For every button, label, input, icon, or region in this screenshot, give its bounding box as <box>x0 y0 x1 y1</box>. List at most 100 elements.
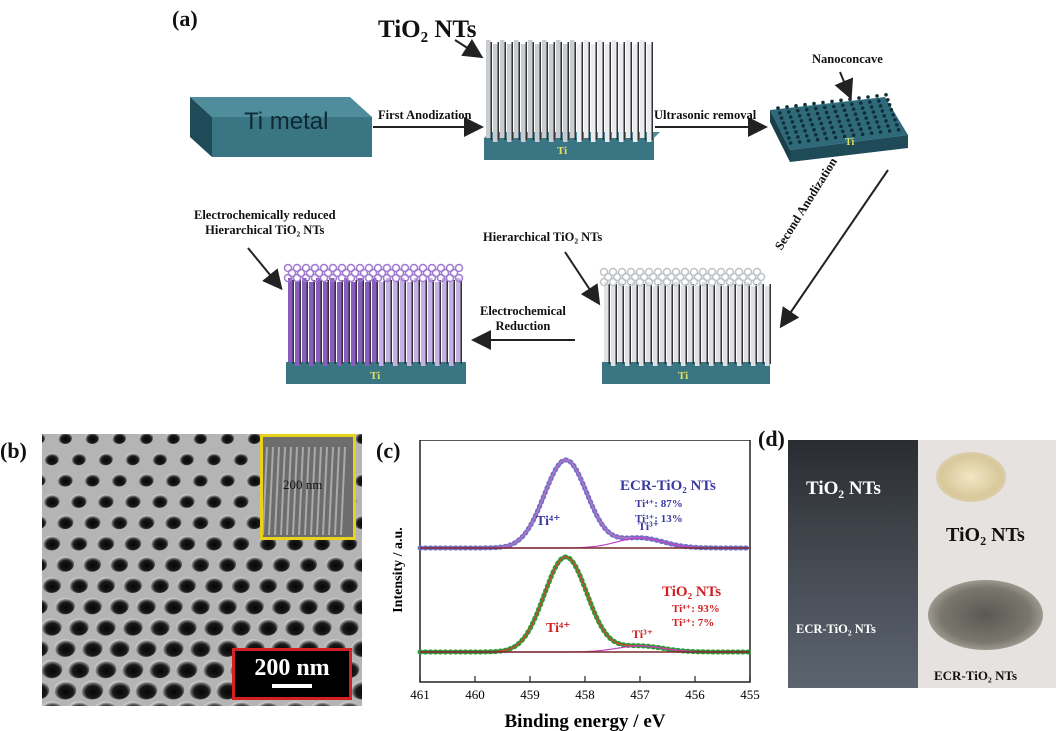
sem-pore <box>352 556 362 572</box>
tube-top <box>445 273 455 283</box>
concave-dot <box>803 102 807 107</box>
x-tick-label: 455 <box>740 687 760 702</box>
film-bottom-label: ECR-TiO₂ NTs <box>796 622 876 636</box>
ti-base-label-1: Ti <box>557 145 568 157</box>
sem-pore <box>111 473 127 487</box>
concave-dot <box>839 98 843 103</box>
tube-top <box>283 273 293 283</box>
sem-pore <box>205 494 222 508</box>
sem-pore <box>161 680 185 700</box>
sem-pore <box>150 576 169 594</box>
tube-top <box>427 263 437 273</box>
nanotube <box>435 282 440 366</box>
sem-pore <box>134 680 158 700</box>
scale-bar-label: 200 nm <box>254 655 330 681</box>
sem-pore <box>42 618 62 636</box>
sem-pore <box>257 618 278 636</box>
tube-top <box>377 268 387 278</box>
concave-dot <box>841 103 845 108</box>
tube-top <box>756 272 766 282</box>
tube-top <box>418 273 428 283</box>
nanotube <box>442 278 447 362</box>
powder-top-label: TiO₂ NTs <box>946 524 1025 546</box>
inset-tube <box>298 446 304 536</box>
tube-top <box>341 268 351 278</box>
sem-pore <box>177 535 196 551</box>
inset-tube <box>340 446 346 536</box>
tube-top <box>666 272 676 282</box>
sem-pore <box>271 597 291 615</box>
sem-pore <box>42 434 45 443</box>
tube-top <box>644 267 654 277</box>
concave-dot <box>868 100 872 104</box>
concave-dot <box>781 121 786 125</box>
nanotube <box>563 44 568 142</box>
concave-dot <box>862 111 867 115</box>
tube-top <box>617 277 627 287</box>
tube-top <box>734 277 744 287</box>
nanotube <box>716 282 721 362</box>
sem-pore <box>125 452 140 466</box>
concave-dot <box>857 122 861 126</box>
concave-dot <box>810 122 814 127</box>
concave-dot <box>875 94 879 98</box>
sem-pore <box>311 618 332 636</box>
tube-top <box>716 267 726 277</box>
tube-top <box>337 273 347 283</box>
concave-dot <box>832 130 836 135</box>
concave-dot <box>880 109 885 113</box>
concave-dot <box>830 99 834 104</box>
sem-pore <box>69 576 88 594</box>
sem-pore <box>191 514 209 530</box>
sem-pore <box>163 597 183 615</box>
sem-pore <box>220 434 234 444</box>
sem-pore <box>298 597 318 615</box>
tube-top <box>635 277 645 287</box>
concave-dot <box>877 125 881 129</box>
nanotube <box>323 282 328 366</box>
concave-dot <box>844 113 849 118</box>
hierarchical-nts-block <box>599 267 771 384</box>
tube-top <box>364 263 374 273</box>
tio2-title: TiO₂ NTs <box>662 584 721 600</box>
concave-dot <box>860 132 865 136</box>
nanotube <box>330 278 335 362</box>
tube-top <box>400 273 410 283</box>
nanotube <box>730 282 735 362</box>
sem-pore <box>107 680 131 700</box>
concave-dot <box>826 115 831 120</box>
nanoconcave-label: Nanoconcave <box>812 52 883 66</box>
sem-pore <box>176 618 197 636</box>
tube-top <box>355 263 365 273</box>
concave-dot <box>851 107 856 111</box>
sem-pore <box>351 639 362 657</box>
concave-dot <box>778 111 782 115</box>
concave-dot <box>801 124 805 128</box>
sem-pore <box>57 473 73 487</box>
nanotube <box>365 282 370 366</box>
sem-pore <box>54 639 76 657</box>
sem-pore <box>257 701 278 706</box>
sem-pore <box>339 576 358 594</box>
sem-pore <box>231 535 250 551</box>
concave-dot <box>850 102 854 106</box>
sem-pore <box>84 473 100 487</box>
tube-top <box>635 267 645 277</box>
nanotube <box>288 278 293 362</box>
nanotube <box>647 44 652 142</box>
nanotube <box>400 278 405 362</box>
x-tick-label: 456 <box>685 687 705 702</box>
tube-top <box>386 268 396 278</box>
concave-dot <box>806 112 811 117</box>
tube-top <box>319 263 329 273</box>
inset-tube <box>292 446 298 536</box>
tube-top <box>630 272 640 282</box>
sem-pore <box>67 659 90 679</box>
tube-top <box>328 273 338 283</box>
sem-pore <box>151 494 168 508</box>
sem-pore <box>42 639 49 657</box>
sem-pore <box>55 597 75 615</box>
tio2-nts-block <box>484 40 660 160</box>
sem-pore <box>42 474 46 486</box>
panel-d-label: (d) <box>758 426 785 451</box>
